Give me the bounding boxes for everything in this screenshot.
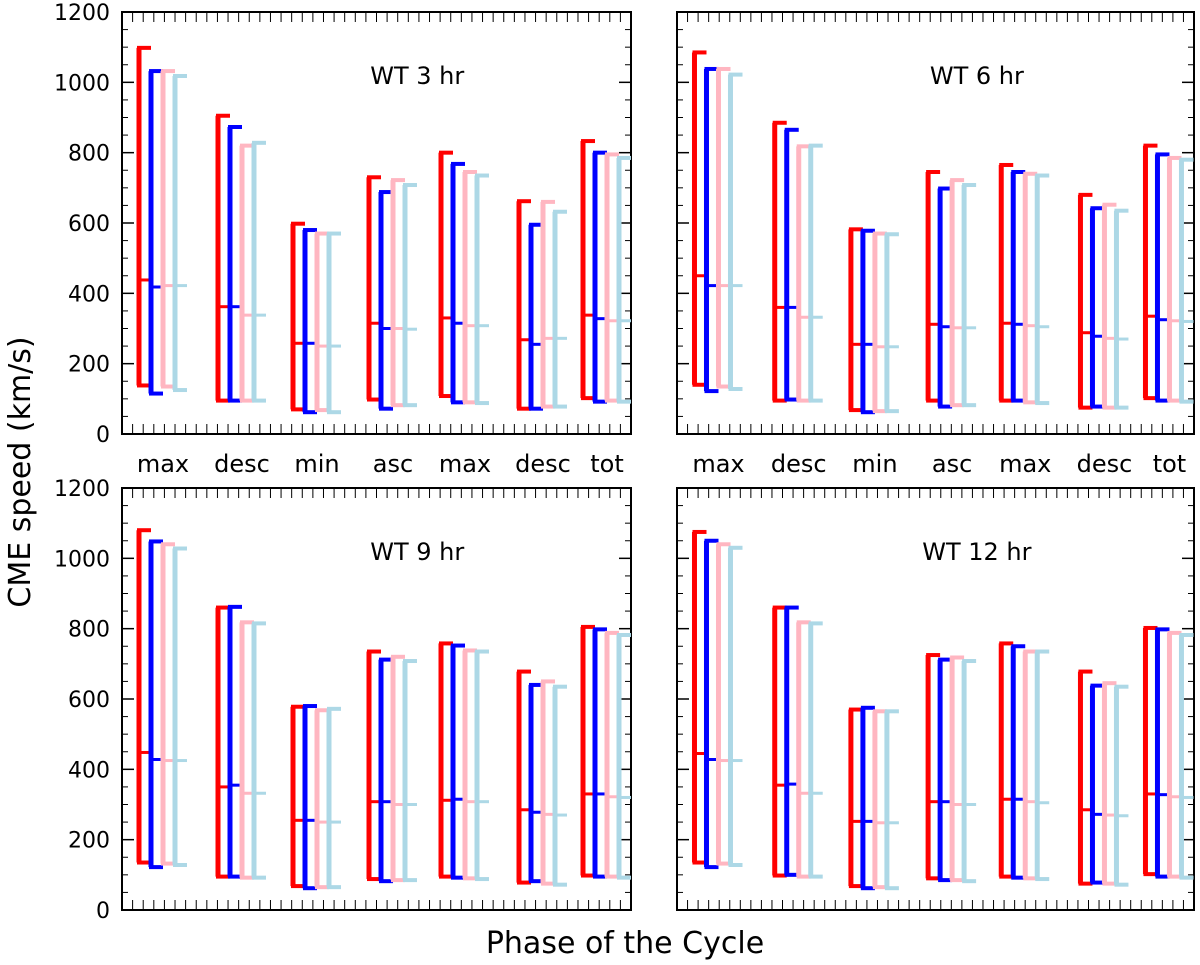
y-tick-label: 1000 [54, 547, 110, 572]
y-tick-label: 400 [68, 282, 110, 307]
chart-panel-4: WT 12 hr [676, 487, 1195, 911]
chart-title: WT 3 hr [370, 62, 464, 90]
x-category-label: desc [1077, 450, 1133, 478]
y-tick-label: 400 [68, 758, 110, 783]
y-tick-label: 600 [68, 212, 110, 237]
x-category-label: min [852, 450, 897, 478]
x-category-label: desc [515, 450, 571, 478]
y-axis-label: CME speed (km/s) [3, 336, 38, 607]
y-tick-label: 0 [96, 899, 110, 924]
x-category-label: max [137, 450, 189, 478]
y-tick-label: 1000 [54, 71, 110, 96]
x-category-label: max [999, 450, 1051, 478]
y-tick-label: 0 [96, 423, 110, 448]
y-tick-label: 1200 [54, 1, 110, 26]
x-category-label: min [294, 450, 339, 478]
y-tick-label: 800 [68, 618, 110, 643]
x-category-label: asc [373, 450, 413, 478]
chart-title: WT 12 hr [922, 538, 1031, 566]
chart-panel-3: 0 200 400 600 800 1000 1200 WT 9 hr [54, 477, 632, 924]
x-axis-label: Phase of the Cycle [486, 926, 764, 961]
x-category-label: asc [932, 450, 972, 478]
x-category-label: max [692, 450, 744, 478]
chart-title: WT 9 hr [370, 538, 464, 566]
x-category-label: tot [590, 450, 624, 478]
x-category-label: desc [771, 450, 827, 478]
y-tick-label: 1200 [54, 477, 110, 502]
chart-title: WT 6 hr [930, 62, 1024, 90]
y-tick-label: 200 [68, 353, 110, 378]
y-tick-label: 600 [68, 688, 110, 713]
x-category-label: max [439, 450, 491, 478]
y-tick-label: 200 [68, 829, 110, 854]
x-category-label: tot [1153, 450, 1187, 478]
x-category-label: desc [214, 450, 270, 478]
y-tick-label: 800 [68, 142, 110, 167]
